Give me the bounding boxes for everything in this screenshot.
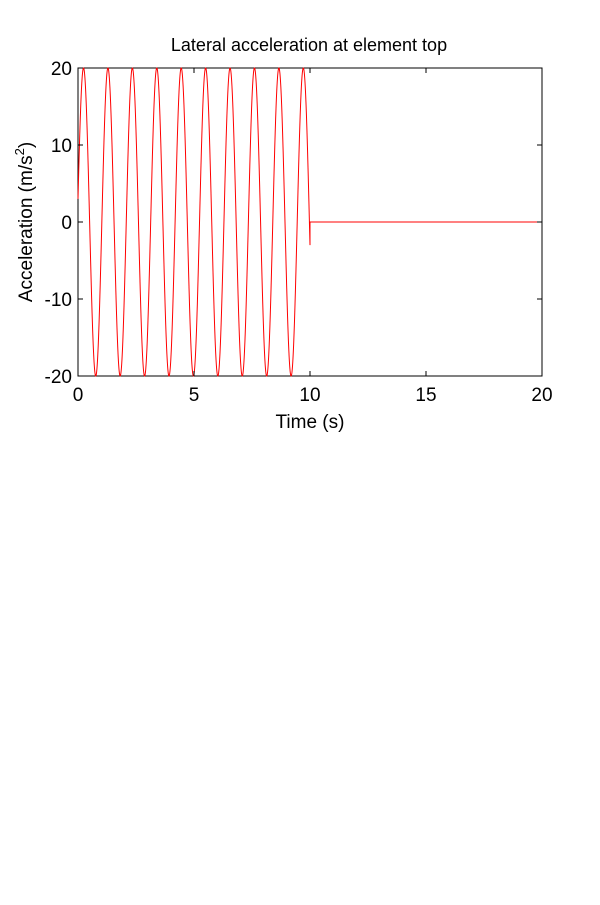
y-tick-label--10: -10 (45, 290, 72, 311)
y-axis-label-main: Acceleration (m/s (16, 155, 37, 302)
plot-area (77, 67, 543, 377)
y-axis-label-tail: ) (16, 142, 37, 148)
y-tick-label-0: 0 (61, 213, 72, 234)
x-axis-ticks: 0 5 10 15 20 (73, 68, 553, 406)
x-axis-label: Time (s) (276, 412, 345, 433)
x-tick-label-10: 10 (299, 385, 320, 406)
y-axis-label-superscript: 2 (12, 148, 27, 155)
y-axis-label: Acceleration (m/s2) (12, 142, 37, 302)
x-tick-label-20: 20 (531, 385, 552, 406)
y-tick-label-10: 10 (51, 136, 72, 157)
chart-title: Lateral acceleration at element top (171, 35, 447, 55)
x-tick-label-15: 15 (415, 385, 436, 406)
y-tick-label--20: -20 (45, 367, 72, 388)
y-axis-ticks: -20 -10 0 10 20 (45, 59, 542, 388)
x-tick-label-0: 0 (73, 385, 84, 406)
x-tick-label-5: 5 (189, 385, 200, 406)
y-tick-label-20: 20 (51, 59, 72, 80)
